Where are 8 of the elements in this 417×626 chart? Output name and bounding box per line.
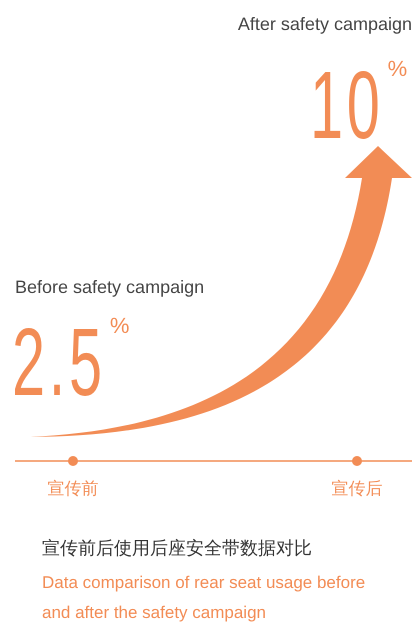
text: Data comparison of rear seat usage before and after the safety campaign	[42, 572, 366, 624]
text: 宣传前后使用后座安全带数据对比	[42, 537, 312, 560]
data-label: 2.5%	[12, 308, 130, 416]
data-label: 10%	[310, 51, 408, 158]
category-label: 宣传后	[332, 479, 382, 498]
text: After safety campaign	[238, 14, 412, 34]
category-label: 宣传前	[48, 479, 98, 498]
text: Before safety campaign	[15, 277, 204, 297]
